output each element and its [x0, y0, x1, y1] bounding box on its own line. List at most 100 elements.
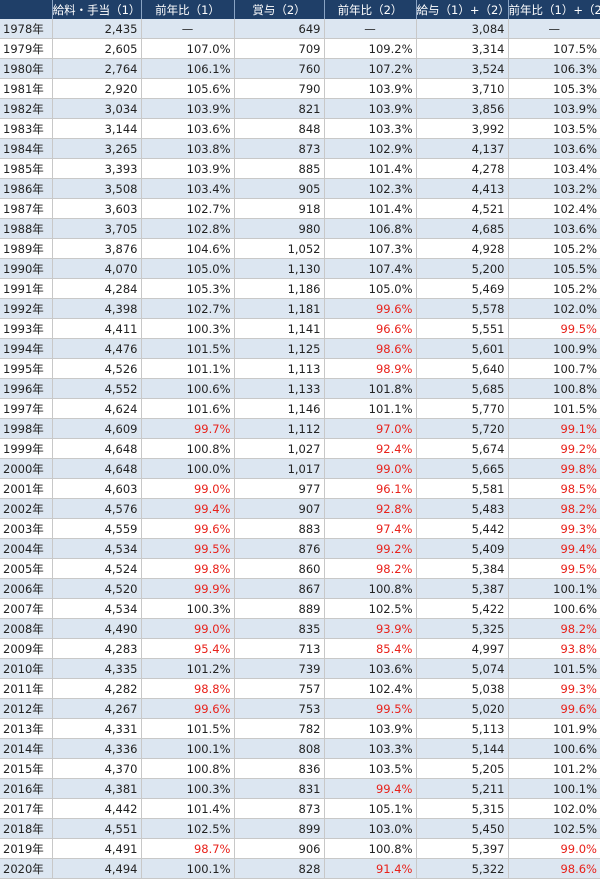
year-cell: 1985年: [0, 158, 53, 179]
bonus-cell: 980: [234, 218, 325, 239]
total-yoy-cell: 100.1%: [508, 578, 600, 599]
bonus-cell: 876: [234, 538, 325, 559]
total-cell: 5,442: [416, 518, 509, 539]
salary-yoy-cell: 102.8%: [141, 218, 235, 239]
table-row: 2010年 4,335 101.2% 739 103.6% 5,074 101.5%: [0, 658, 600, 679]
salary-cell: 3,034: [52, 98, 142, 119]
total-cell: 5,397: [416, 838, 509, 859]
bonus-cell: 873: [234, 138, 325, 159]
bonus-cell: 808: [234, 738, 325, 759]
salary-yoy-cell: 103.9%: [141, 158, 235, 179]
year-cell: 2006年: [0, 578, 53, 599]
salary-yoy-cell: 100.0%: [141, 458, 235, 479]
total-cell: 5,685: [416, 378, 509, 399]
total-cell: 5,578: [416, 298, 509, 319]
bonus-yoy-cell: 101.4%: [324, 198, 417, 219]
salary-cell: 4,648: [52, 438, 142, 459]
salary-cell: 4,609: [52, 418, 142, 439]
bonus-yoy-cell: 96.6%: [324, 318, 417, 339]
salary-yoy-cell: 99.6%: [141, 698, 235, 719]
table-row: 2005年 4,524 99.8% 860 98.2% 5,384 99.5%: [0, 558, 600, 579]
salary-yoy-cell: 100.1%: [141, 858, 235, 879]
salary-cell: 4,070: [52, 258, 142, 279]
bonus-cell: 649: [234, 19, 325, 39]
bonus-cell: 885: [234, 158, 325, 179]
salary-yoy-cell: 103.9%: [141, 98, 235, 119]
table-row: 2008年 4,490 99.0% 835 93.9% 5,325 98.2%: [0, 618, 600, 639]
bonus-yoy-cell: 102.4%: [324, 678, 417, 699]
total-yoy-cell: 101.5%: [508, 658, 600, 679]
total-cell: 5,200: [416, 258, 509, 279]
salary-yoy-cell: 99.0%: [141, 478, 235, 499]
year-cell: 1981年: [0, 78, 53, 99]
salary-cell: 2,605: [52, 38, 142, 59]
bonus-yoy-cell: 99.6%: [324, 298, 417, 319]
year-cell: 2017年: [0, 798, 53, 819]
bonus-cell: 1,181: [234, 298, 325, 319]
salary-cell: 4,524: [52, 558, 142, 579]
bonus-yoy-cell: 99.2%: [324, 538, 417, 559]
bonus-yoy-cell: 100.8%: [324, 578, 417, 599]
total-yoy-cell: 103.4%: [508, 158, 600, 179]
total-cell: 5,325: [416, 618, 509, 639]
year-cell: 2011年: [0, 678, 53, 699]
bonus-cell: 1,130: [234, 258, 325, 279]
total-yoy-cell: 103.2%: [508, 178, 600, 199]
table-row: 1982年 3,034 103.9% 821 103.9% 3,856 103.9%: [0, 98, 600, 119]
total-yoy-cell: 98.6%: [508, 858, 600, 879]
bonus-cell: 848: [234, 118, 325, 139]
bonus-cell: 1,133: [234, 378, 325, 399]
total-cell: 3,084: [416, 19, 509, 39]
total-cell: 4,997: [416, 638, 509, 659]
salary-cell: 4,520: [52, 578, 142, 599]
table-row: 2007年 4,534 100.3% 889 102.5% 5,422 100.6%: [0, 598, 600, 619]
bonus-cell: 739: [234, 658, 325, 679]
bonus-yoy-cell: 99.4%: [324, 778, 417, 799]
total-yoy-cell: 98.2%: [508, 618, 600, 639]
year-cell: 2019年: [0, 838, 53, 859]
salary-yoy-cell: 101.5%: [141, 718, 235, 739]
table-row: 2006年 4,520 99.9% 867 100.8% 5,387 100.1%: [0, 578, 600, 599]
salary-cell: 4,284: [52, 278, 142, 299]
salary-cell: 4,476: [52, 338, 142, 359]
bonus-cell: 828: [234, 858, 325, 879]
salary-cell: 4,411: [52, 318, 142, 339]
total-yoy-cell: 105.3%: [508, 78, 600, 99]
salary-cell: 4,490: [52, 618, 142, 639]
bonus-yoy-cell: 103.5%: [324, 758, 417, 779]
bonus-yoy-cell: 92.8%: [324, 498, 417, 519]
bonus-cell: 1,113: [234, 358, 325, 379]
total-cell: 5,038: [416, 678, 509, 699]
total-yoy-cell: —: [508, 19, 600, 39]
header-salary-yoy: 前年比（1）: [141, 0, 235, 19]
salary-yoy-cell: 105.6%: [141, 78, 235, 99]
year-cell: 2001年: [0, 478, 53, 499]
salary-cell: 4,534: [52, 538, 142, 559]
salary-cell: 4,491: [52, 838, 142, 859]
total-yoy-cell: 99.3%: [508, 518, 600, 539]
salary-yoy-cell: 98.7%: [141, 838, 235, 859]
table-row: 2012年 4,267 99.6% 753 99.5% 5,020 99.6%: [0, 698, 600, 719]
salary-cell: 3,508: [52, 178, 142, 199]
bonus-cell: 835: [234, 618, 325, 639]
year-cell: 2002年: [0, 498, 53, 519]
bonus-yoy-cell: 98.9%: [324, 358, 417, 379]
table-row: 2003年 4,559 99.6% 883 97.4% 5,442 99.3%: [0, 518, 600, 539]
bonus-cell: 1,017: [234, 458, 325, 479]
table-body: 1978年 2,435—649—3,084—1979年 2,605 107.0% 709…: [0, 19, 600, 879]
table-row: 2002年 4,576 99.4% 907 92.8% 5,483 98.2%: [0, 498, 600, 519]
bonus-yoy-cell: 96.1%: [324, 478, 417, 499]
salary-yoy-cell: 102.5%: [141, 818, 235, 839]
salary-yoy-cell: 101.5%: [141, 338, 235, 359]
bonus-yoy-cell: 103.6%: [324, 658, 417, 679]
total-yoy-cell: 93.8%: [508, 638, 600, 659]
salary-cell: 4,331: [52, 718, 142, 739]
total-yoy-cell: 99.4%: [508, 538, 600, 559]
bonus-cell: 905: [234, 178, 325, 199]
total-cell: 5,640: [416, 358, 509, 379]
salary-yoy-cell: 99.9%: [141, 578, 235, 599]
year-cell: 2007年: [0, 598, 53, 619]
total-yoy-cell: 100.6%: [508, 738, 600, 759]
header-total-yoy: 前年比（1）+（2）: [508, 0, 600, 19]
